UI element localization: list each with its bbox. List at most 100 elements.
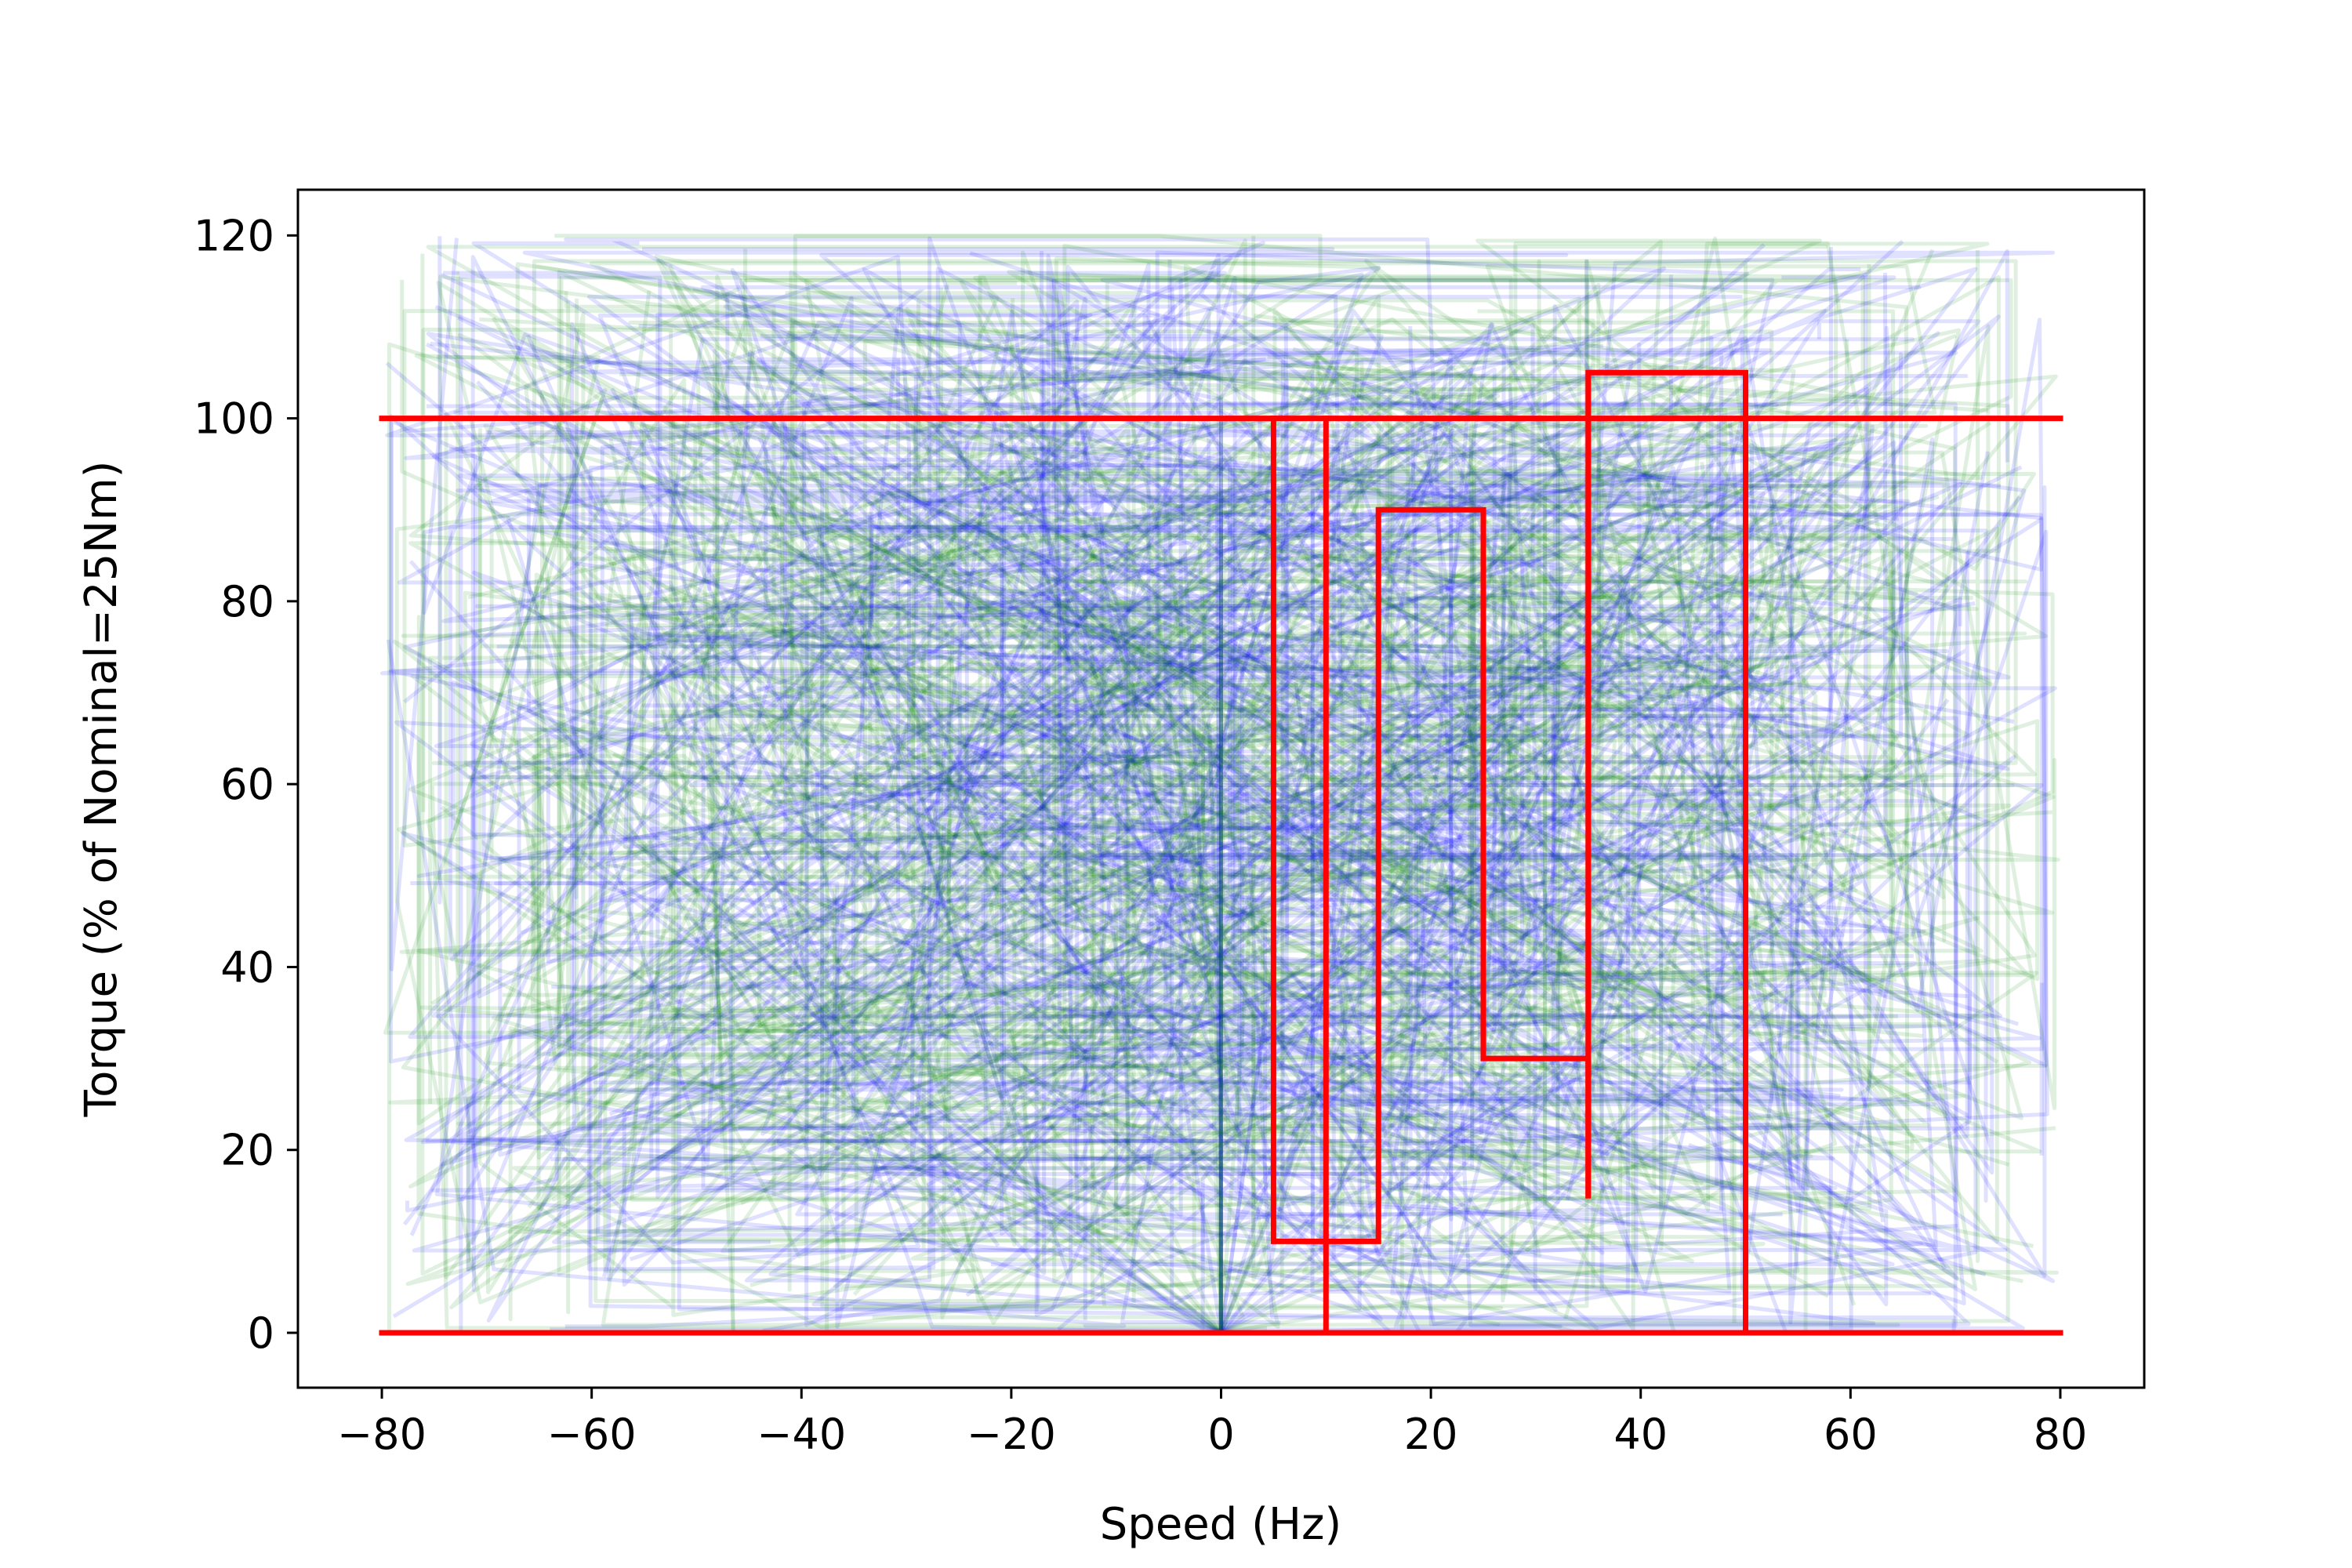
trajectory-line — [642, 247, 1335, 962]
trajectory-line — [410, 443, 1541, 1247]
trajectory-line — [402, 309, 1809, 1194]
trajectory-line — [456, 247, 2025, 1330]
trajectory-line — [448, 387, 1870, 1212]
trajectory-line — [385, 253, 1918, 1335]
trajectory-line — [502, 405, 1903, 997]
trajectory-line — [532, 425, 1850, 1334]
trajectory-line — [403, 275, 1922, 912]
x-tick-label: 80 — [2034, 1410, 2088, 1459]
x-tick-label: 20 — [1404, 1410, 1458, 1459]
trajectory-line — [387, 342, 1966, 1335]
trajectory-line — [507, 438, 1889, 1234]
trajectory-line — [408, 243, 1958, 1276]
trajectory-line — [721, 328, 1961, 1035]
trajectory-line — [426, 245, 1828, 1157]
trajectory-line — [586, 295, 1809, 1192]
trajectory-line — [408, 241, 1990, 1250]
trajectory-line — [959, 280, 1623, 1334]
trajectory-line — [436, 281, 1956, 1210]
trajectory-line — [404, 304, 1519, 1142]
trajectory-line — [1117, 372, 1289, 1333]
trajectory-line — [466, 313, 1629, 1333]
x-tick-label: −20 — [967, 1410, 1056, 1459]
trajectory-line — [527, 392, 2049, 1254]
trajectory-line — [408, 262, 1679, 1310]
trajectory-line — [913, 250, 1968, 1107]
trajectory-line — [630, 655, 1524, 1261]
y-axis-label: Torque (% of Nominal=25Nm) — [76, 460, 127, 1117]
trajectory-line — [475, 308, 1721, 1021]
y-tick-label: 120 — [194, 211, 274, 260]
trajectory-line — [451, 466, 1732, 1323]
trajectory-line — [702, 554, 1926, 1334]
trajectory-line — [440, 254, 1690, 1167]
trajectory-line — [593, 592, 1972, 1085]
trajectory-line — [517, 275, 1930, 1334]
trajectory-line — [489, 299, 1886, 1178]
trajectory-line — [558, 378, 1844, 1335]
trajectory-line — [416, 278, 2013, 1296]
trajectory-line — [394, 314, 1679, 1305]
trajectory-line — [405, 309, 1994, 1213]
trajectory-line — [768, 922, 1268, 1334]
trajectory-line — [431, 259, 2018, 1331]
trajectory-line — [434, 322, 2044, 1334]
trajectory-line — [1331, 430, 1897, 1259]
trajectory-line — [510, 318, 1977, 1292]
trajectory-line — [410, 359, 1364, 1329]
trajectory-line — [470, 473, 1512, 1335]
x-tick-label: −60 — [547, 1410, 637, 1459]
trajectory-line — [449, 252, 1569, 962]
trajectory-line — [604, 451, 1990, 1327]
trajectory-line — [608, 703, 1206, 1144]
trajectory-line — [896, 314, 2001, 1334]
trajectory-line — [1200, 550, 1969, 1138]
trajectory-line — [750, 503, 2048, 1287]
trajectory-line — [793, 234, 2034, 1248]
trajectory-line — [431, 307, 1639, 1283]
trajectory-line — [457, 422, 2015, 786]
trajectory-line — [388, 290, 1955, 1105]
trajectory-line — [926, 705, 1904, 1131]
trajectory-line — [408, 388, 1973, 1335]
trajectory-line — [617, 278, 1838, 1334]
trajectory-line — [668, 288, 2042, 1334]
trajectory-line — [916, 263, 1949, 1171]
trajectory-line — [637, 869, 1804, 1120]
trajectory-line — [528, 291, 1303, 1120]
trajectory-line — [380, 524, 1181, 1253]
trajectory-line — [386, 296, 1127, 1329]
trajectory-line — [431, 568, 1612, 1192]
trajectory-line — [601, 347, 1900, 1327]
trajectory-line — [421, 328, 1813, 1259]
trajectory-line — [923, 387, 1915, 1151]
trajectory-line — [738, 331, 1940, 1131]
trajectory-line — [434, 359, 1889, 1307]
background-trajectories — [380, 234, 2060, 1335]
trajectory-line — [532, 261, 1748, 1328]
trajectory-line — [443, 270, 1911, 1334]
y-tick-label: 60 — [220, 760, 274, 809]
trajectory-line — [1181, 517, 2044, 1156]
trajectory-line — [762, 428, 1900, 1333]
trajectory-line — [712, 336, 2016, 1247]
trajectory-line — [508, 672, 1284, 1322]
x-tick-label: 0 — [1207, 1410, 1234, 1459]
trajectory-line — [444, 300, 1808, 1304]
trajectory-line — [1190, 317, 1563, 1047]
trajectory-line — [498, 691, 1978, 1330]
trajectory-line — [408, 613, 1761, 1116]
trajectory-line — [416, 264, 1937, 1306]
y-tick-label: 20 — [220, 1126, 274, 1175]
trajectory-line — [570, 343, 1936, 1301]
trajectory-line — [533, 498, 1490, 1303]
trajectory-line — [486, 264, 1000, 1294]
trajectory-line — [401, 350, 2008, 1335]
trajectory-line — [471, 399, 1544, 1113]
trajectory-line — [655, 259, 1808, 1332]
trajectory-line — [401, 320, 1871, 1187]
y-tick-label: 40 — [220, 942, 274, 992]
trajectory-line — [409, 320, 2027, 1236]
trajectory-line — [394, 720, 1816, 1305]
trajectory-line — [575, 298, 2037, 1159]
